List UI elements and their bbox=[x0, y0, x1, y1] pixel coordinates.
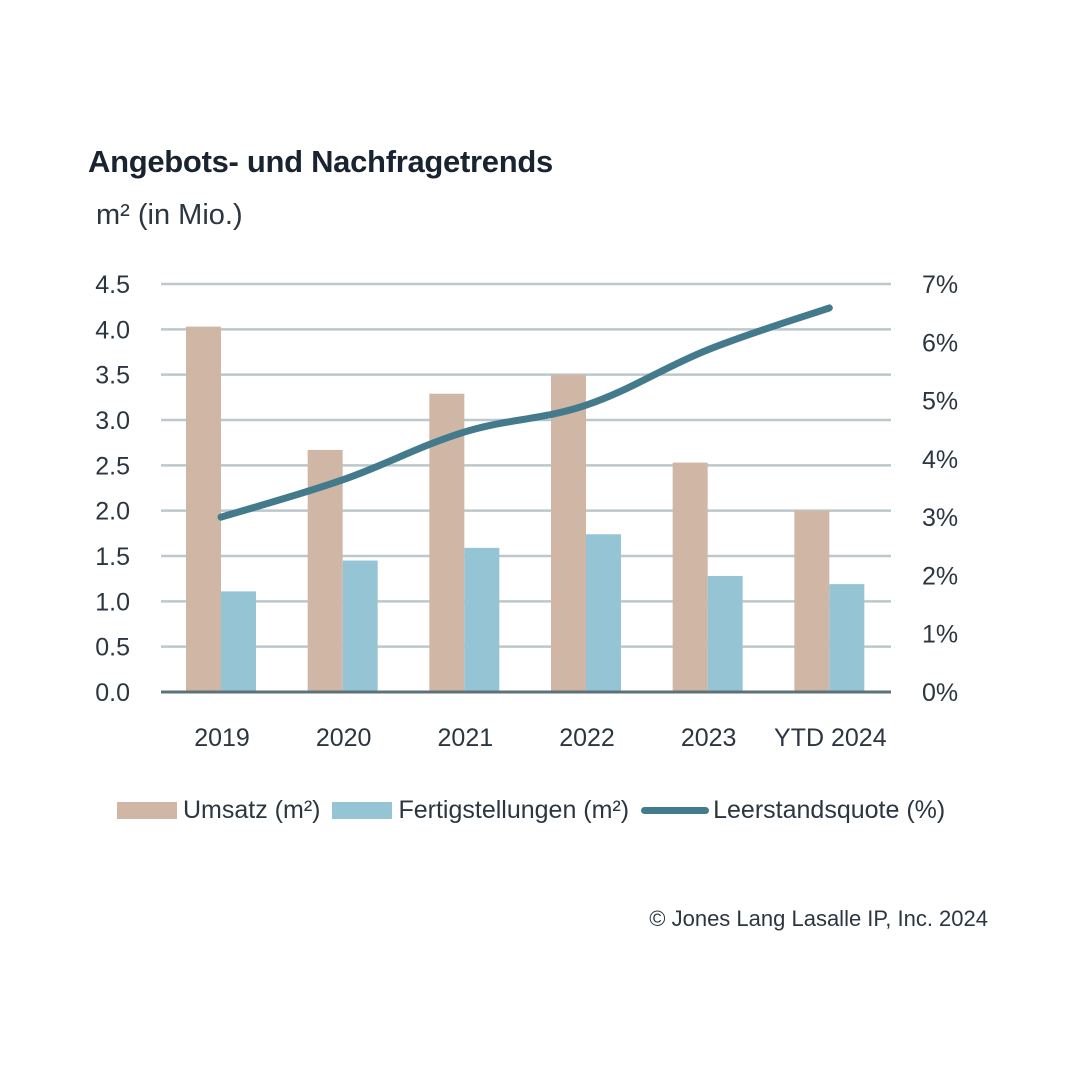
x-tick-label: YTD 2024 bbox=[774, 724, 887, 752]
legend-swatch-leerstandsquote bbox=[641, 807, 710, 814]
gridlines bbox=[161, 282, 891, 648]
bar-fertigstellungen-0 bbox=[221, 591, 256, 692]
legend-swatch-fertigstellungen bbox=[332, 802, 393, 819]
legend-item-leerstandsquote: Leerstandsquote (%) bbox=[641, 796, 945, 825]
bar-umsatz-3 bbox=[551, 374, 586, 692]
line-leerstandsquote bbox=[217, 304, 833, 521]
y2-tick-label: 2% bbox=[922, 562, 958, 590]
bar-fertigstellungen-1 bbox=[342, 560, 378, 692]
y-axis-right: 0% 1% 2% 3% 4% 5% 6% 7% bbox=[922, 271, 958, 707]
legend-label-umsatz: Umsatz (m²) bbox=[183, 796, 321, 824]
copyright-footer: © Jones Lang Lasalle IP, Inc. 2024 bbox=[649, 906, 988, 931]
legend-item-umsatz: Umsatz (m²) bbox=[117, 796, 320, 825]
y-tick-label: 1.0 bbox=[95, 588, 130, 616]
bars bbox=[186, 326, 865, 692]
legend-label-leerstandsquote: Leerstandsquote (%) bbox=[713, 796, 946, 824]
y2-tick-label: 1% bbox=[922, 621, 958, 649]
y-tick-label: 2.5 bbox=[95, 452, 130, 480]
x-tick-label: 2021 bbox=[438, 724, 494, 752]
bar-umsatz-5 bbox=[794, 510, 830, 692]
y2-tick-label: 0% bbox=[922, 679, 958, 707]
chart-subtitle: m² (in Mio.) bbox=[96, 199, 243, 231]
y-tick-label: 3.5 bbox=[95, 362, 130, 390]
x-tick-label: 2023 bbox=[681, 724, 737, 752]
legend: Umsatz (m²) Fertigstellungen (m²) Leerst… bbox=[117, 796, 945, 825]
bar-umsatz-4 bbox=[672, 462, 708, 692]
y2-tick-label: 6% bbox=[922, 329, 958, 357]
y2-tick-label: 3% bbox=[922, 504, 958, 532]
y2-tick-label: 4% bbox=[922, 446, 958, 474]
y-tick-label: 1.5 bbox=[95, 543, 130, 571]
y2-tick-label: 5% bbox=[922, 388, 958, 416]
legend-swatch-umsatz bbox=[117, 802, 177, 819]
x-tick-label: 2019 bbox=[194, 724, 250, 752]
x-axis-labels: 2019 2020 2021 2022 2023 YTD 2024 bbox=[194, 724, 887, 752]
vacancy-line-series bbox=[217, 304, 833, 521]
y-tick-label: 0.0 bbox=[95, 679, 130, 707]
legend-item-fertigstellungen: Fertigstellungen (m²) bbox=[332, 796, 629, 825]
bar-fertigstellungen-2 bbox=[464, 547, 500, 692]
legend-label-fertigstellungen: Fertigstellungen (m²) bbox=[398, 796, 630, 824]
y-axis-left: 0.0 0.5 1.0 1.5 2.0 2.5 3.0 3.5 4.0 4.5 bbox=[95, 271, 130, 707]
bar-fertigstellungen-4 bbox=[707, 575, 743, 692]
y2-tick-label: 7% bbox=[922, 271, 958, 299]
x-tick-label: 2020 bbox=[316, 724, 372, 752]
x-tick-label: 2022 bbox=[559, 724, 615, 752]
y-tick-label: 4.0 bbox=[95, 316, 130, 344]
y-tick-label: 0.5 bbox=[95, 634, 130, 662]
bar-fertigstellungen-3 bbox=[586, 534, 621, 692]
y-tick-label: 4.5 bbox=[95, 271, 130, 299]
bar-umsatz-0 bbox=[186, 326, 221, 692]
y-tick-label: 3.0 bbox=[95, 407, 130, 435]
y-tick-label: 2.0 bbox=[95, 498, 130, 526]
bar-fertigstellungen-5 bbox=[829, 584, 865, 692]
chart-title: Angebots- und Nachfragetrends bbox=[88, 144, 553, 179]
